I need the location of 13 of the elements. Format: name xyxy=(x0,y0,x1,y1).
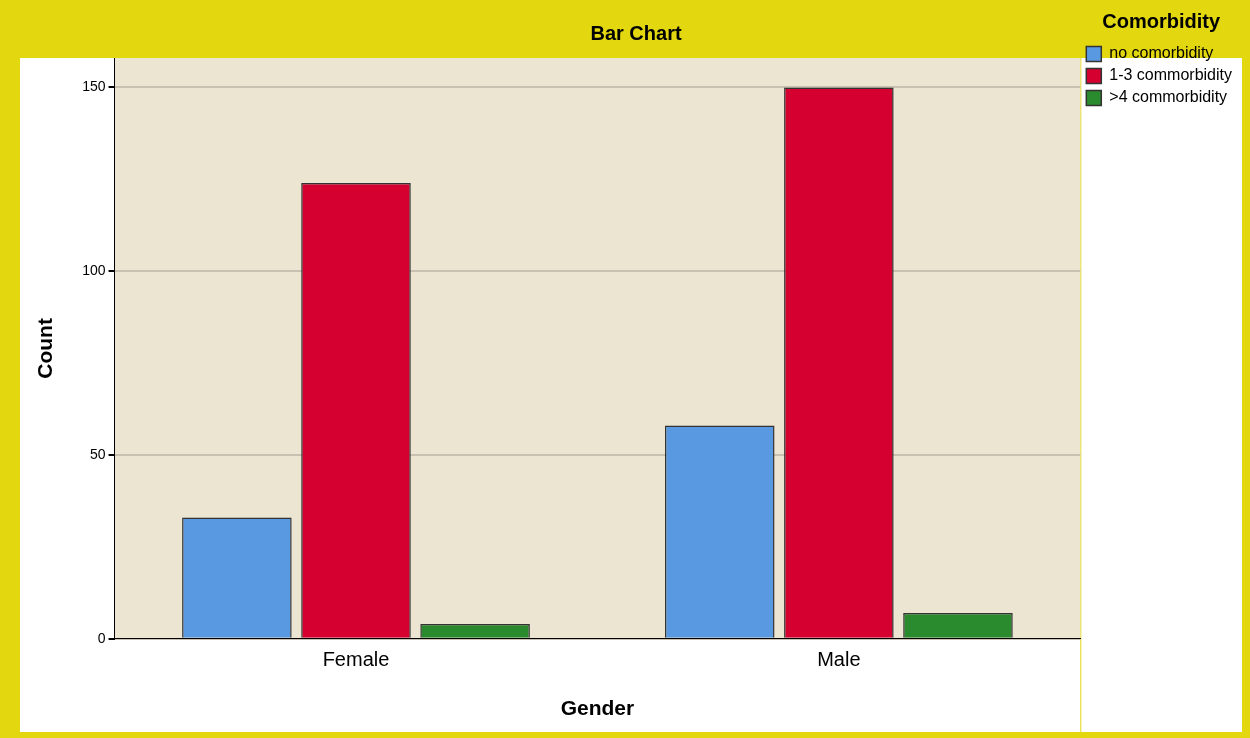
x-tick-label: Male xyxy=(817,648,861,671)
chart-title: Bar Chart xyxy=(590,21,682,44)
x-axis-title: Gender xyxy=(560,696,635,720)
x-tick-label: Female xyxy=(322,648,390,671)
legend-label: no comorbidity xyxy=(1109,44,1214,62)
y-tick-label: 150 xyxy=(82,78,106,95)
legend-title: Comorbidity xyxy=(1102,9,1221,32)
y-tick-label: 100 xyxy=(82,262,106,279)
legend-label: 1-3 commorbidity xyxy=(1109,66,1232,84)
y-tick-label: 50 xyxy=(89,445,106,462)
y-tick-label: 0 xyxy=(97,629,106,646)
legend-label: >4 commorbidity xyxy=(1109,88,1228,106)
y-axis-title: Count xyxy=(33,318,57,379)
